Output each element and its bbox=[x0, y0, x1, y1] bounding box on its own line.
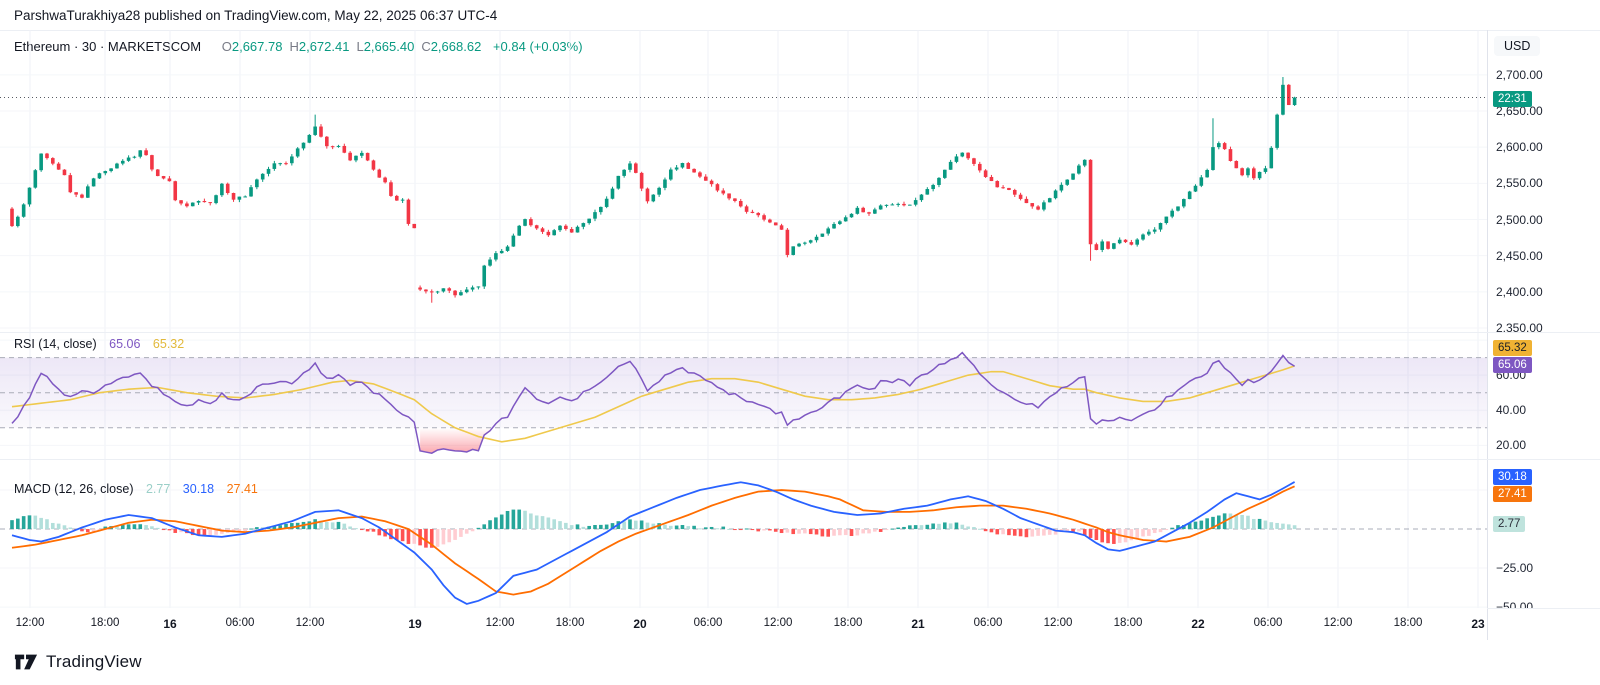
symbol-legend[interactable]: Ethereum · 30 · MARKETSCOM O2,667.78 H2,6… bbox=[14, 39, 583, 54]
price-scale-border bbox=[1487, 30, 1488, 640]
macd-badge: 30.18 bbox=[1493, 469, 1532, 485]
time-axis-label: 06:00 bbox=[225, 617, 255, 629]
time-axis-label: 12:00 bbox=[1043, 617, 1073, 629]
pane-separator-macd[interactable] bbox=[0, 459, 1600, 460]
currency-label: USD bbox=[1494, 36, 1541, 56]
chart-top-border bbox=[0, 30, 1600, 31]
footer: TradingView bbox=[0, 641, 1600, 685]
change-value: +0.84 (+0.03%) bbox=[492, 39, 583, 54]
scale-label: 2,600.00 bbox=[1496, 140, 1543, 155]
tradingview-logo-icon bbox=[14, 654, 38, 670]
ohlc-values: O2,667.78 H2,672.41 L2,665.40 C2,668.62 bbox=[215, 39, 482, 54]
time-axis-day-label: 21 bbox=[911, 617, 925, 631]
time-axis-day-label: 22 bbox=[1191, 617, 1205, 631]
time-axis-label: 12:00 bbox=[485, 617, 515, 629]
macd-legend[interactable]: MACD (12, 26, close) 2.77 30.18 27.41 bbox=[14, 482, 258, 496]
ohlc-label: L bbox=[356, 39, 364, 54]
time-axis-label: 18:00 bbox=[1393, 617, 1423, 629]
ohlc-label: H bbox=[289, 39, 299, 54]
scale-label: 2,700.00 bbox=[1496, 67, 1543, 82]
tradingview-logo-text: TradingView bbox=[46, 652, 142, 671]
time-axis[interactable]: 12:00 18:00 16 06:00 12:00 19 12:00 18:00 20 06:0… bbox=[0, 608, 1487, 640]
ohlc-value: 2,665.40 bbox=[363, 39, 415, 54]
time-axis-day-label: 19 bbox=[408, 617, 422, 631]
rsi-value: 65.06 bbox=[109, 337, 141, 351]
scale-label: −50.00 bbox=[1496, 600, 1534, 608]
ohlc-value: 2,672.41 bbox=[298, 39, 350, 54]
macd-line-value: 30.18 bbox=[182, 482, 215, 496]
ohlc-label: O bbox=[221, 39, 232, 54]
macd-signal-value: 27.41 bbox=[226, 482, 258, 496]
tradingview-logo[interactable]: TradingView bbox=[14, 651, 142, 673]
macd-pane[interactable] bbox=[0, 459, 1487, 608]
rsi-legend[interactable]: RSI (14, close) 65.06 65.32 bbox=[14, 337, 184, 351]
ohlc-label: C bbox=[421, 39, 431, 54]
time-axis-label: 06:00 bbox=[973, 617, 1003, 629]
symbol-title[interactable]: Ethereum · 30 · MARKETSCOM bbox=[14, 39, 202, 54]
rsi-ma-badge: 65.32 bbox=[1493, 340, 1532, 356]
scale-label: 2,550.00 bbox=[1496, 176, 1543, 191]
rsi-pane[interactable] bbox=[0, 332, 1487, 459]
time-axis-label: 12:00 bbox=[295, 617, 325, 629]
time-axis-label: 18:00 bbox=[1113, 617, 1143, 629]
time-axis-day-label: 20 bbox=[633, 617, 647, 631]
scale-label: 2,500.00 bbox=[1496, 212, 1543, 227]
time-axis-label: 12:00 bbox=[15, 617, 45, 629]
pane-separator-rsi[interactable] bbox=[0, 332, 1600, 333]
macd-scale[interactable]: −25.00 −50.00 bbox=[1488, 459, 1600, 608]
time-axis-label: 18:00 bbox=[833, 617, 863, 629]
time-axis-label: 06:00 bbox=[1253, 617, 1283, 629]
scale-label: 2,450.00 bbox=[1496, 248, 1543, 263]
price-scale[interactable]: 2,700.00 2,650.00 2,600.00 2,550.00 2,500.00… bbox=[1488, 30, 1600, 332]
time-axis-label: 12:00 bbox=[1323, 617, 1353, 629]
time-axis-label: 18:00 bbox=[555, 617, 585, 629]
rsi-ma-value: 65.32 bbox=[152, 337, 185, 351]
macd-hist-value: 2.77 bbox=[145, 482, 171, 496]
scale-label: 2,400.00 bbox=[1496, 284, 1543, 299]
rsi-title[interactable]: RSI (14, close) bbox=[14, 337, 97, 351]
ohlc-value: 2,667.78 bbox=[231, 39, 283, 54]
signal-badge: 27.41 bbox=[1493, 486, 1532, 502]
price-pane[interactable] bbox=[0, 30, 1487, 332]
time-axis-label: 18:00 bbox=[90, 617, 120, 629]
scale-label: 2,350.00 bbox=[1496, 321, 1543, 332]
time-axis-label: 12:00 bbox=[763, 617, 793, 629]
published-header: ParshwaTurakhiya28 published on TradingV… bbox=[14, 8, 498, 23]
time-axis-day-label: 23 bbox=[1471, 617, 1485, 631]
countdown-badge: 22:31 bbox=[1493, 91, 1532, 107]
rsi-badge: 65.06 bbox=[1493, 357, 1532, 373]
scale-label: 20.00 bbox=[1496, 438, 1527, 453]
time-axis-label: 06:00 bbox=[693, 617, 723, 629]
scale-label: −25.00 bbox=[1496, 561, 1534, 576]
scale-label: 2,650.00 bbox=[1496, 104, 1543, 118]
ohlc-value: 2,668.62 bbox=[430, 39, 482, 54]
scale-label: 40.00 bbox=[1496, 403, 1527, 418]
hist-badge: 2.77 bbox=[1493, 516, 1526, 532]
time-axis-day-label: 16 bbox=[163, 617, 177, 631]
macd-title[interactable]: MACD (12, 26, close) bbox=[14, 482, 134, 496]
